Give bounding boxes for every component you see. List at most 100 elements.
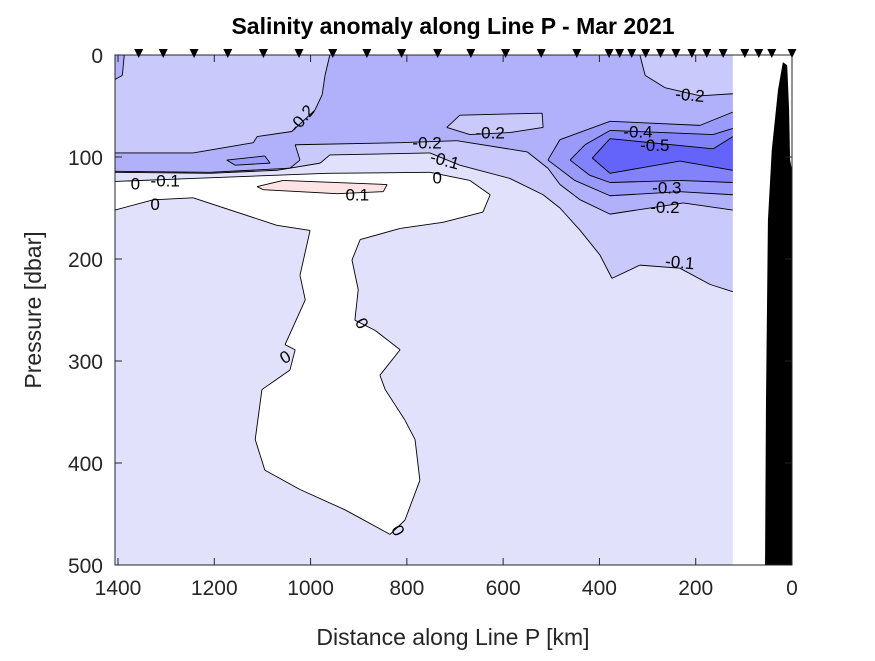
station-marker — [134, 49, 144, 58]
x-axis-label: Distance along Line P [km] — [316, 624, 589, 650]
contour-label: -0.1 — [151, 171, 180, 190]
station-marker — [604, 49, 614, 58]
contour-line-segment — [569, 159, 591, 176]
plot-frame — [114, 54, 793, 566]
bathymetry-shape — [765, 62, 792, 565]
contour-line-segment — [252, 136, 258, 143]
y-tick-label: 100 — [68, 147, 103, 170]
contour-line-segment — [299, 489, 346, 511]
y-tick-label: 0 — [91, 45, 103, 68]
x-tick-label: 0 — [786, 577, 798, 600]
station-marker — [189, 49, 199, 58]
contour-line-segment — [609, 191, 680, 197]
contour-line-segment — [295, 142, 401, 146]
contour-label: -0.5 — [640, 136, 669, 155]
contour-line-segment — [639, 264, 680, 269]
contour-line-segment — [351, 239, 361, 261]
axis-ticks: 1400 1200 1000 800 600 400 200 0010020030040050… — [68, 45, 798, 600]
contour-line-segment — [429, 171, 471, 181]
station-marker — [362, 49, 372, 58]
contour-line-segment — [314, 94, 323, 111]
contour-line-segment — [569, 144, 586, 161]
contour-region — [446, 113, 544, 135]
contour-line-segment — [482, 194, 491, 213]
station-marker — [536, 49, 546, 58]
x-tick-label: 1200 — [191, 577, 238, 600]
contour-line-segment — [321, 75, 326, 95]
x-tick-label: 200 — [678, 577, 713, 600]
x-tick-label: 600 — [486, 577, 521, 600]
contour-line-segment — [400, 221, 444, 229]
contour-line-segment — [324, 54, 331, 76]
station-marker — [433, 49, 443, 58]
contour-region — [257, 180, 388, 194]
contour-line-segment — [446, 114, 461, 128]
y-tick-label: 300 — [68, 351, 103, 374]
contour-line-segment — [289, 159, 301, 169]
contour-line-segment — [683, 202, 733, 211]
contour-line-segment — [559, 207, 581, 231]
contour-region — [115, 55, 125, 80]
contour-line-segment — [589, 174, 611, 183]
station-marker — [294, 49, 304, 58]
contour-line-segment — [121, 54, 125, 76]
contour-line-segment — [639, 54, 646, 76]
contour-line-segment — [299, 275, 306, 300]
contour-line-segment — [374, 330, 401, 351]
station-marker — [627, 49, 637, 58]
contour-line-segment — [700, 93, 733, 97]
contour-line-segment — [404, 480, 421, 521]
contour-line-segment — [609, 138, 714, 150]
station-marker — [671, 49, 681, 58]
station-marker — [501, 49, 511, 58]
contour-line-segment — [114, 75, 123, 80]
contour-line-segment — [351, 259, 359, 290]
contour-line-segment — [542, 194, 561, 209]
contour-line-segment — [469, 132, 510, 136]
y-axis-label: Pressure [dbar] — [20, 231, 46, 388]
y-tick-label: 500 — [68, 555, 103, 578]
contour-line-segment — [329, 152, 430, 156]
contour-line-segment — [579, 199, 611, 215]
contour-line-segment — [153, 197, 194, 201]
contour-line-segment — [579, 230, 601, 256]
contour-line-segment — [345, 509, 391, 535]
x-tick-label: 400 — [582, 577, 617, 600]
contour-line-segment — [712, 136, 734, 150]
contour-label: 0 — [150, 195, 159, 214]
x-tick-label: 1400 — [95, 577, 142, 600]
contour-line-segment — [114, 177, 194, 182]
contour-line-segment — [509, 126, 544, 133]
contour-line-segment — [319, 154, 331, 164]
contour-line-segment — [284, 299, 306, 345]
station-marker — [656, 49, 666, 58]
contour-line-segment — [114, 171, 210, 174]
contour-label: -0.3 — [652, 179, 681, 198]
contour-label: -0.2 — [475, 124, 504, 143]
contour-line-segment — [610, 180, 680, 183]
contour-regions — [115, 55, 733, 565]
contour-label: -0.2 — [650, 198, 679, 217]
contour-line-segment — [599, 254, 613, 279]
contour-line-segment — [679, 160, 733, 171]
station-marker — [740, 49, 750, 58]
station-marker — [223, 49, 233, 58]
contour-line-segment — [384, 389, 406, 421]
contour-line-segment — [664, 87, 701, 97]
station-marker — [397, 49, 407, 58]
contour-line-segment — [541, 113, 544, 128]
x-tick-label: 800 — [389, 577, 424, 600]
contour-line-segment — [257, 131, 292, 138]
contour-line-segment — [294, 144, 301, 161]
contour-label: 0 — [131, 175, 140, 194]
contour-label: -0.2 — [674, 85, 705, 106]
station-marker — [328, 49, 338, 58]
contour-line-segment — [209, 167, 290, 173]
contour-line-segment — [404, 419, 416, 440]
station-marker — [641, 49, 651, 58]
contour-line-segment — [446, 126, 471, 135]
station-marker — [466, 49, 476, 58]
contour-line-segment — [429, 152, 460, 166]
contour-line-segment — [261, 369, 291, 390]
contour-line-segment — [559, 184, 581, 201]
